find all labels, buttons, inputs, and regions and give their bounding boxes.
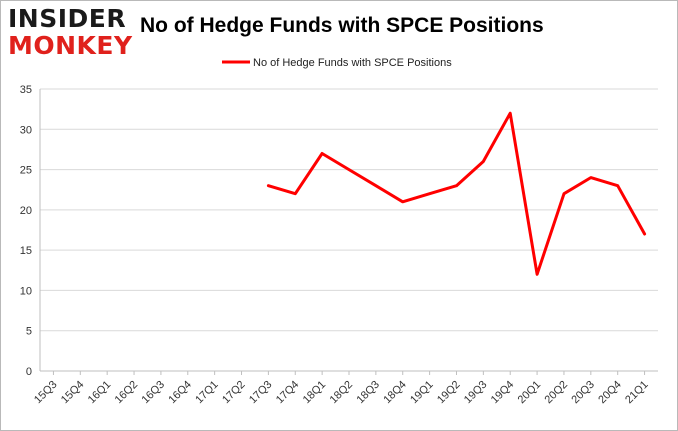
x-tick-label: 18Q1 [301, 379, 329, 407]
x-tick-label: 19Q4 [489, 379, 517, 407]
insider-monkey-logo: INSIDER MONKEY [8, 6, 133, 58]
x-tick-label: 20Q4 [596, 379, 624, 407]
x-tick-label: 17Q2 [220, 379, 248, 407]
x-tick-label: 16Q3 [140, 379, 168, 407]
y-tick-label: 30 [20, 124, 32, 136]
x-tick-label: 19Q1 [408, 379, 436, 407]
x-tick-label: 20Q1 [516, 379, 544, 407]
x-tick-label: 17Q4 [274, 379, 302, 407]
y-tick-label: 10 [20, 285, 32, 297]
y-tick-label: 5 [26, 326, 32, 338]
x-tick-label: 15Q4 [59, 379, 87, 407]
x-tick-label: 15Q3 [32, 379, 60, 407]
chart-title: No of Hedge Funds with SPCE Positions [140, 14, 544, 37]
x-tick-label: 18Q3 [354, 379, 382, 407]
x-tick-label: 16Q2 [113, 379, 141, 407]
logo-line-1: INSIDER [8, 4, 127, 33]
legend-label: No of Hedge Funds with SPCE Positions [253, 57, 452, 69]
x-tick-label: 19Q2 [435, 379, 463, 407]
x-tick-label: 17Q3 [247, 379, 275, 407]
y-tick-label: 20 [20, 205, 32, 217]
y-tick-label: 15 [20, 245, 32, 257]
logo-line-2: MONKEY [8, 31, 133, 60]
x-tick-label: 21Q1 [623, 379, 651, 407]
y-tick-label: 0 [26, 366, 32, 378]
x-tick-label: 17Q1 [193, 379, 221, 407]
y-tick-label: 25 [20, 165, 32, 177]
x-tick-label: 18Q4 [381, 379, 409, 407]
x-tick-label: 16Q1 [86, 379, 114, 407]
x-tick-label: 19Q3 [462, 379, 490, 407]
x-tick-label: 20Q3 [569, 379, 597, 407]
x-tick-label: 20Q2 [543, 379, 571, 407]
x-tick-label: 16Q4 [166, 379, 194, 407]
series-line [266, 111, 647, 276]
x-tick-label: 18Q2 [328, 379, 356, 407]
y-tick-label: 35 [20, 84, 32, 96]
